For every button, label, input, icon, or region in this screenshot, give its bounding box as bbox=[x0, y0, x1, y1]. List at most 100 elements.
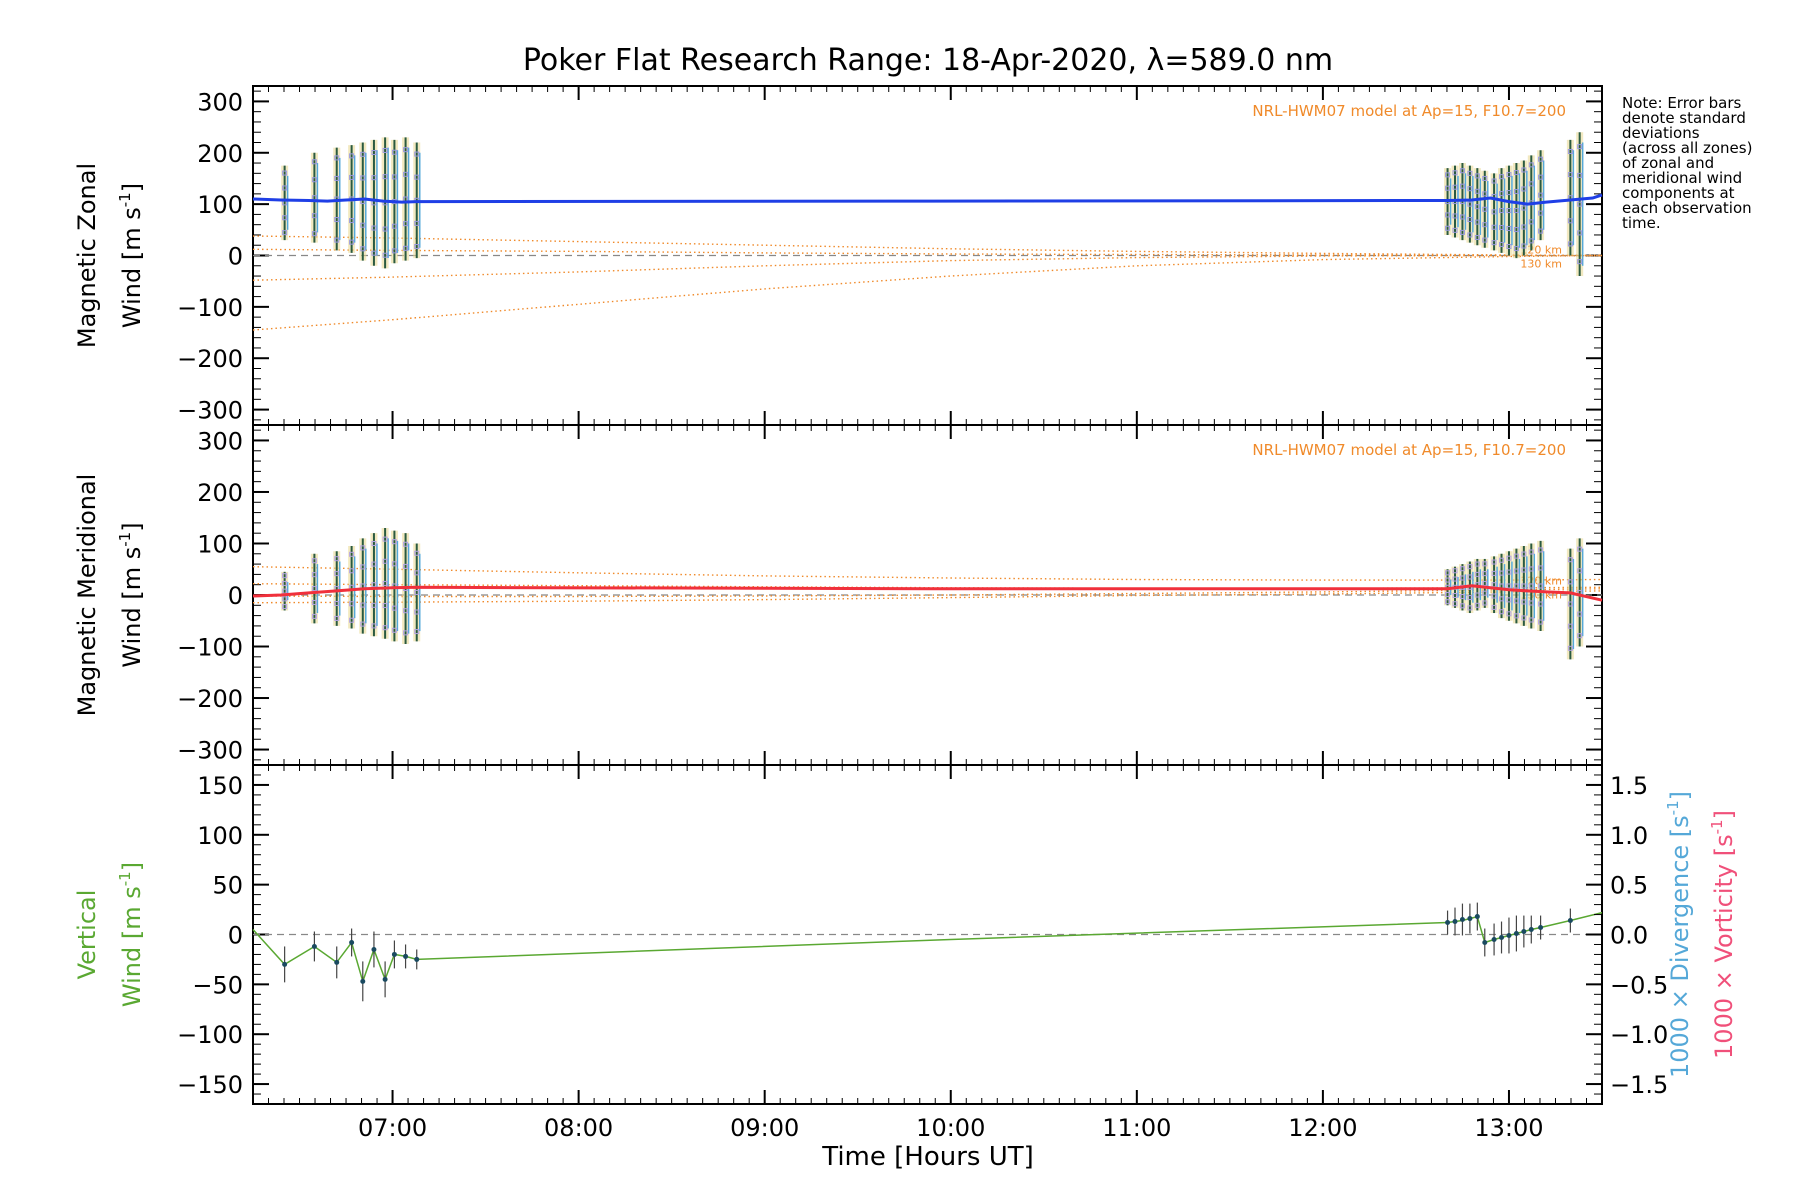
y-axis-label-line2: Wind [m s-1] bbox=[116, 862, 146, 1007]
scatter-marker bbox=[371, 623, 377, 629]
y-tick-label: −100 bbox=[177, 294, 243, 322]
scatter-marker bbox=[403, 630, 409, 636]
scatter-marker bbox=[1499, 174, 1505, 180]
scatter-marker bbox=[371, 602, 377, 608]
scatter-marker bbox=[382, 625, 388, 631]
ylabel-text: Wind [m s bbox=[118, 547, 146, 668]
y-axis-label-line1: Vertical bbox=[73, 890, 101, 980]
y-tick-label: −300 bbox=[177, 397, 243, 425]
scatter-marker bbox=[1474, 592, 1480, 598]
scatter-marker bbox=[391, 174, 397, 180]
scatter-marker bbox=[1467, 564, 1473, 570]
right-tick-label: −0.5 bbox=[1610, 971, 1668, 999]
scatter-marker bbox=[391, 539, 397, 545]
y-tick-label: 50 bbox=[212, 872, 243, 900]
vertical-point bbox=[1445, 920, 1451, 926]
vertical-point bbox=[1506, 932, 1512, 938]
scatter-marker bbox=[1567, 148, 1573, 154]
scatter-marker bbox=[1491, 224, 1497, 230]
y-tick-label: 100 bbox=[197, 822, 243, 850]
scatter-marker bbox=[391, 605, 397, 611]
scatter-marker bbox=[1482, 206, 1488, 212]
scatter-marker bbox=[360, 246, 366, 252]
chart-title: Poker Flat Research Range: 18-Apr-2020, … bbox=[523, 43, 1333, 78]
scatter-marker bbox=[403, 608, 409, 614]
scatter-marker bbox=[1521, 205, 1527, 211]
scatter-marker bbox=[414, 609, 420, 615]
scatter-marker bbox=[1567, 172, 1573, 178]
scatter-marker bbox=[1445, 225, 1451, 231]
vertical-point bbox=[1538, 925, 1544, 931]
x-tick-label: 09:00 bbox=[730, 1114, 799, 1142]
scatter-marker bbox=[282, 573, 288, 579]
scatter-marker bbox=[1567, 241, 1573, 247]
y-tick-label: 0 bbox=[228, 582, 243, 610]
vertical-point bbox=[403, 953, 409, 959]
scatter-marker bbox=[1506, 611, 1512, 617]
scatter-marker bbox=[1474, 602, 1480, 608]
ylabel-sup: -1 bbox=[116, 871, 134, 886]
x-tick-label: 11:00 bbox=[1102, 1114, 1171, 1142]
scatter-marker bbox=[1452, 227, 1458, 233]
vertical-point bbox=[1459, 917, 1465, 923]
scatter-marker bbox=[414, 151, 420, 157]
ylabel-end: ] bbox=[118, 862, 146, 871]
scatter-marker bbox=[1459, 566, 1465, 572]
x-tick-label: 10:00 bbox=[916, 1114, 985, 1142]
y-tick-label: 300 bbox=[197, 427, 243, 455]
scatter-marker bbox=[382, 147, 388, 153]
scatter-marker bbox=[1506, 190, 1512, 196]
scatter-marker bbox=[382, 536, 388, 542]
scatter-marker bbox=[1491, 178, 1497, 184]
scatter-marker bbox=[1452, 170, 1458, 176]
scatter-marker bbox=[349, 174, 355, 180]
scatter-marker bbox=[1521, 224, 1527, 230]
scatter-marker bbox=[371, 582, 377, 588]
scatter-marker bbox=[1482, 571, 1488, 577]
vertical-point bbox=[1452, 919, 1458, 925]
scatter-marker bbox=[1528, 162, 1534, 168]
scatter-marker bbox=[1459, 229, 1465, 235]
ylabel-sup: -1 bbox=[116, 192, 134, 207]
scatter-marker bbox=[1482, 580, 1488, 586]
scatter-marker bbox=[1513, 246, 1519, 252]
scatter-marker bbox=[311, 558, 317, 564]
scatter-marker bbox=[1474, 204, 1480, 210]
scatter-marker bbox=[1467, 595, 1473, 601]
scatter-marker bbox=[371, 540, 377, 546]
scatter-marker bbox=[1538, 228, 1544, 234]
scatter-marker bbox=[334, 175, 340, 181]
note-line: Note: Error bars bbox=[1622, 94, 1742, 112]
scatter-marker bbox=[1459, 214, 1465, 220]
right-tick-label: 0.5 bbox=[1610, 872, 1648, 900]
scatter-marker bbox=[1445, 577, 1451, 583]
scatter-marker bbox=[1506, 569, 1512, 575]
scatter-marker bbox=[403, 245, 409, 251]
scatter-marker bbox=[414, 220, 420, 226]
scatter-marker bbox=[1538, 547, 1544, 553]
scatter-marker bbox=[360, 621, 366, 627]
scatter-marker bbox=[334, 155, 340, 161]
scatter-marker bbox=[1577, 568, 1583, 574]
model-line-model_a bbox=[252, 254, 1603, 331]
scatter-marker bbox=[1499, 191, 1505, 197]
scatter-marker bbox=[1491, 240, 1497, 246]
scatter-marker bbox=[1567, 218, 1573, 224]
scatter-marker bbox=[371, 250, 377, 256]
note-line: deviations bbox=[1622, 124, 1700, 142]
scatter-marker bbox=[349, 153, 355, 159]
scatter-marker bbox=[1459, 168, 1465, 174]
scatter-marker bbox=[1482, 561, 1488, 567]
scatter-marker bbox=[360, 545, 366, 551]
scatter-marker bbox=[1474, 188, 1480, 194]
scatter-marker bbox=[1499, 208, 1505, 214]
scatter-marker bbox=[1513, 568, 1519, 574]
scatter-marker bbox=[403, 221, 409, 227]
scatter-marker bbox=[360, 151, 366, 157]
scatter-marker bbox=[403, 147, 409, 153]
scatter-marker bbox=[349, 617, 355, 623]
scatter-marker bbox=[1528, 549, 1534, 555]
scatter-marker bbox=[382, 580, 388, 586]
